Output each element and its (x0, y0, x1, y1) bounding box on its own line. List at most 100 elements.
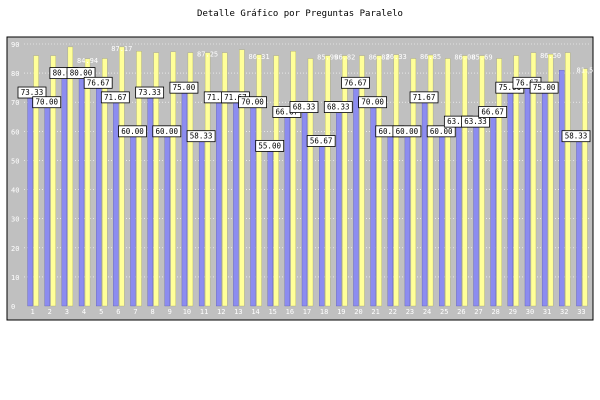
x-tick-label: 10 (183, 308, 191, 316)
data-label-total: 86.08 (454, 54, 475, 62)
data-label-paralelo: 66.67 (276, 107, 299, 116)
data-label-total: 85.99 (317, 54, 338, 62)
bar-total-24 (427, 54, 434, 307)
x-tick-label: 30 (526, 308, 534, 316)
data-label-box (392, 125, 422, 138)
bar-paralelo-16 (284, 111, 290, 307)
y-tick-label: 50 (11, 157, 19, 165)
bar-total-31 (547, 54, 554, 307)
x-tick-label: 4 (82, 308, 86, 316)
bar-paralelo-5 (96, 82, 102, 307)
x-tick-label: 7 (133, 308, 137, 316)
bar-paralelo-1 (27, 92, 33, 307)
bar-paralelo-19 (336, 106, 342, 307)
bar-total-26 (462, 55, 468, 307)
data-label-paralelo: 70.00 (35, 98, 58, 107)
x-tick-label: 17 (303, 308, 311, 316)
bar-paralelo-2 (44, 102, 50, 307)
x-tick-label: 24 (423, 308, 431, 316)
bar-paralelo-27 (473, 121, 479, 307)
data-label-box (255, 139, 285, 152)
data-label-box (152, 125, 182, 138)
bar-paralelo-3 (61, 72, 68, 307)
x-tick-label: 31 (543, 308, 551, 316)
data-label-paralelo: 71.67 (224, 93, 247, 102)
data-label-paralelo: 75.00 (173, 83, 196, 92)
bar-paralelo-4 (78, 72, 85, 307)
bar-total-23 (410, 58, 417, 307)
bar-paralelo-31 (541, 87, 548, 307)
x-tick-label: 32 (560, 308, 568, 316)
bar-total-13 (239, 49, 245, 307)
x-tick-label: 22 (389, 308, 397, 316)
x-tick-label: 29 (509, 308, 517, 316)
bar-total-18 (325, 55, 331, 307)
data-label-box (341, 76, 370, 89)
data-label-total: 85.69 (471, 54, 492, 62)
bar-total-33 (582, 68, 588, 307)
data-label-paralelo: 71.67 (207, 93, 230, 102)
bar-total-7 (136, 51, 142, 307)
bar-total-25 (445, 58, 451, 307)
x-tick-labels: 1 2 3 4 5 6 7 8 9 10 11 12 13 14 15 16 17 18 19 20 21 22 23 24 2… (30, 308, 585, 316)
data-label-box (529, 81, 559, 94)
data-label-total: 81.5 (576, 67, 593, 75)
x-tick-label: 28 (491, 308, 499, 316)
x-tick-label: 9 (168, 308, 172, 316)
bar-paralelo-9 (164, 131, 170, 307)
bar-total-5 (102, 58, 108, 307)
y-tick-labels: 0 10 20 30 40 50 60 70 80 90 (11, 41, 19, 311)
data-label-paralelo: 75.00 (499, 83, 522, 92)
bar-total-6 (119, 46, 125, 307)
data-label-paralelo: 76.67 (87, 78, 110, 87)
data-label-paralelo: 75.00 (533, 83, 556, 92)
y-tick-label: 10 (11, 274, 19, 282)
data-label-box (169, 81, 199, 94)
bar-paralelo-12 (216, 97, 222, 307)
y-tick-label: 20 (11, 245, 19, 253)
bar-total-19 (342, 55, 348, 307)
data-label-box (289, 101, 319, 113)
bar-total-28 (496, 58, 502, 307)
bar-total-32 (565, 52, 571, 307)
bar-paralelo-32 (559, 70, 565, 307)
bar-paralelo-17 (301, 106, 308, 307)
data-label-box (561, 130, 591, 143)
bars-group (27, 46, 588, 307)
data-label-box (409, 91, 439, 104)
bar-total-12 (222, 52, 228, 307)
x-tick-label: 25 (440, 308, 448, 316)
data-label-paralelo: 71.67 (104, 93, 127, 102)
bar-paralelo-23 (404, 131, 411, 307)
bar-total-3 (67, 46, 74, 307)
data-label-paralelo: 71.67 (413, 93, 436, 102)
bar-paralelo-13 (233, 97, 239, 307)
data-label-paralelo: 56.67 (310, 137, 333, 146)
data-label-box (100, 91, 130, 104)
data-label-box (66, 67, 96, 80)
bar-total-9 (170, 51, 176, 307)
data-label-box (118, 125, 147, 138)
bar-paralelo-22 (387, 131, 393, 307)
x-tick-label: 6 (116, 308, 120, 316)
x-tick-label: 18 (320, 308, 328, 316)
data-label-paralelo: 58.33 (565, 132, 588, 141)
y-tick-label: 30 (11, 216, 19, 224)
bar-total-22 (393, 54, 399, 307)
bar-total-16 (290, 51, 296, 307)
x-tick-label: 26 (457, 308, 465, 316)
bar-total-11 (204, 52, 211, 307)
data-label-box (17, 86, 47, 99)
y-tick-label: 40 (11, 187, 19, 195)
data-label-paralelo: 70.00 (361, 98, 384, 107)
x-tick-label: 5 (99, 308, 103, 316)
data-label-paralelo: 60.00 (378, 127, 401, 136)
bar-paralelo-14 (250, 102, 256, 307)
x-tick-label: 21 (371, 308, 379, 316)
data-label-paralelo: 76.67 (516, 78, 539, 87)
y-tick-label: 70 (11, 99, 19, 107)
data-label-paralelo: 55.00 (258, 141, 281, 150)
x-tick-label: 16 (286, 308, 294, 316)
y-tick-label: 60 (11, 128, 19, 136)
bar-total-1 (33, 55, 39, 307)
